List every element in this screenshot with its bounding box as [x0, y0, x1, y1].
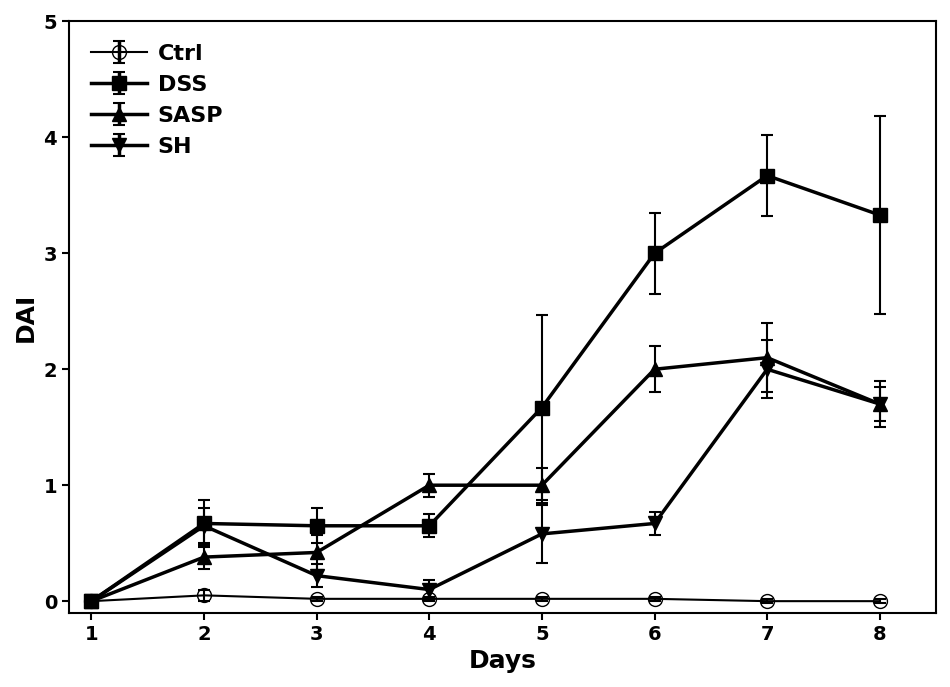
X-axis label: Days: Days: [468, 649, 537, 673]
Y-axis label: DAI: DAI: [14, 293, 38, 341]
Legend: Ctrl, DSS, SASP, SH: Ctrl, DSS, SASP, SH: [80, 32, 235, 168]
